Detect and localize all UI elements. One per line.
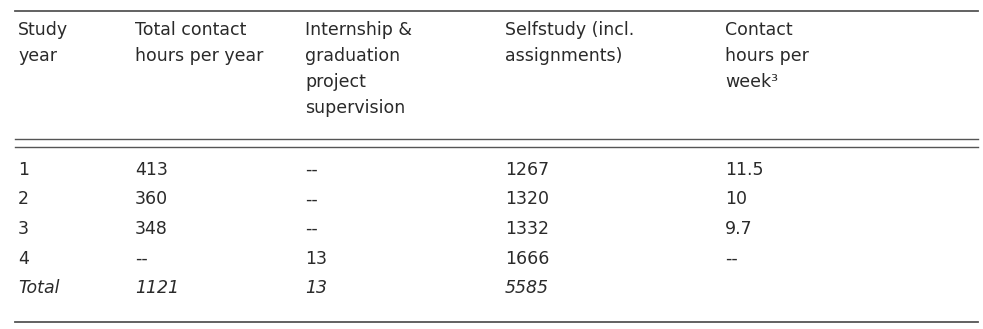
Text: 3: 3 bbox=[18, 220, 29, 238]
Text: Internship &: Internship & bbox=[305, 21, 412, 39]
Text: 348: 348 bbox=[135, 220, 168, 238]
Text: 2: 2 bbox=[18, 190, 29, 209]
Text: year: year bbox=[18, 47, 57, 65]
Text: 1332: 1332 bbox=[505, 220, 549, 238]
Text: hours per year: hours per year bbox=[135, 47, 263, 65]
Text: Total contact: Total contact bbox=[135, 21, 247, 39]
Text: 11.5: 11.5 bbox=[725, 161, 764, 179]
Text: 4: 4 bbox=[18, 249, 29, 267]
Text: 13: 13 bbox=[305, 279, 327, 297]
Text: project: project bbox=[305, 73, 366, 91]
Text: --: -- bbox=[305, 220, 318, 238]
Text: 1320: 1320 bbox=[505, 190, 549, 209]
Text: 5585: 5585 bbox=[505, 279, 549, 297]
Text: graduation: graduation bbox=[305, 47, 400, 65]
Text: supervision: supervision bbox=[305, 99, 405, 117]
Text: 413: 413 bbox=[135, 161, 168, 179]
Text: hours per: hours per bbox=[725, 47, 809, 65]
Text: 1121: 1121 bbox=[135, 279, 179, 297]
Text: week³: week³ bbox=[725, 73, 779, 91]
Text: Contact: Contact bbox=[725, 21, 792, 39]
Text: 13: 13 bbox=[305, 249, 327, 267]
Text: 9.7: 9.7 bbox=[725, 220, 753, 238]
Text: --: -- bbox=[305, 190, 318, 209]
Text: 1666: 1666 bbox=[505, 249, 549, 267]
Text: 1267: 1267 bbox=[505, 161, 549, 179]
Text: --: -- bbox=[725, 249, 738, 267]
Text: 10: 10 bbox=[725, 190, 747, 209]
Text: --: -- bbox=[305, 161, 318, 179]
Text: Selfstudy (incl.: Selfstudy (incl. bbox=[505, 21, 634, 39]
Text: 1: 1 bbox=[18, 161, 29, 179]
Text: 360: 360 bbox=[135, 190, 168, 209]
Text: Study: Study bbox=[18, 21, 68, 39]
Text: assignments): assignments) bbox=[505, 47, 622, 65]
Text: Total: Total bbox=[18, 279, 60, 297]
Text: --: -- bbox=[135, 249, 147, 267]
